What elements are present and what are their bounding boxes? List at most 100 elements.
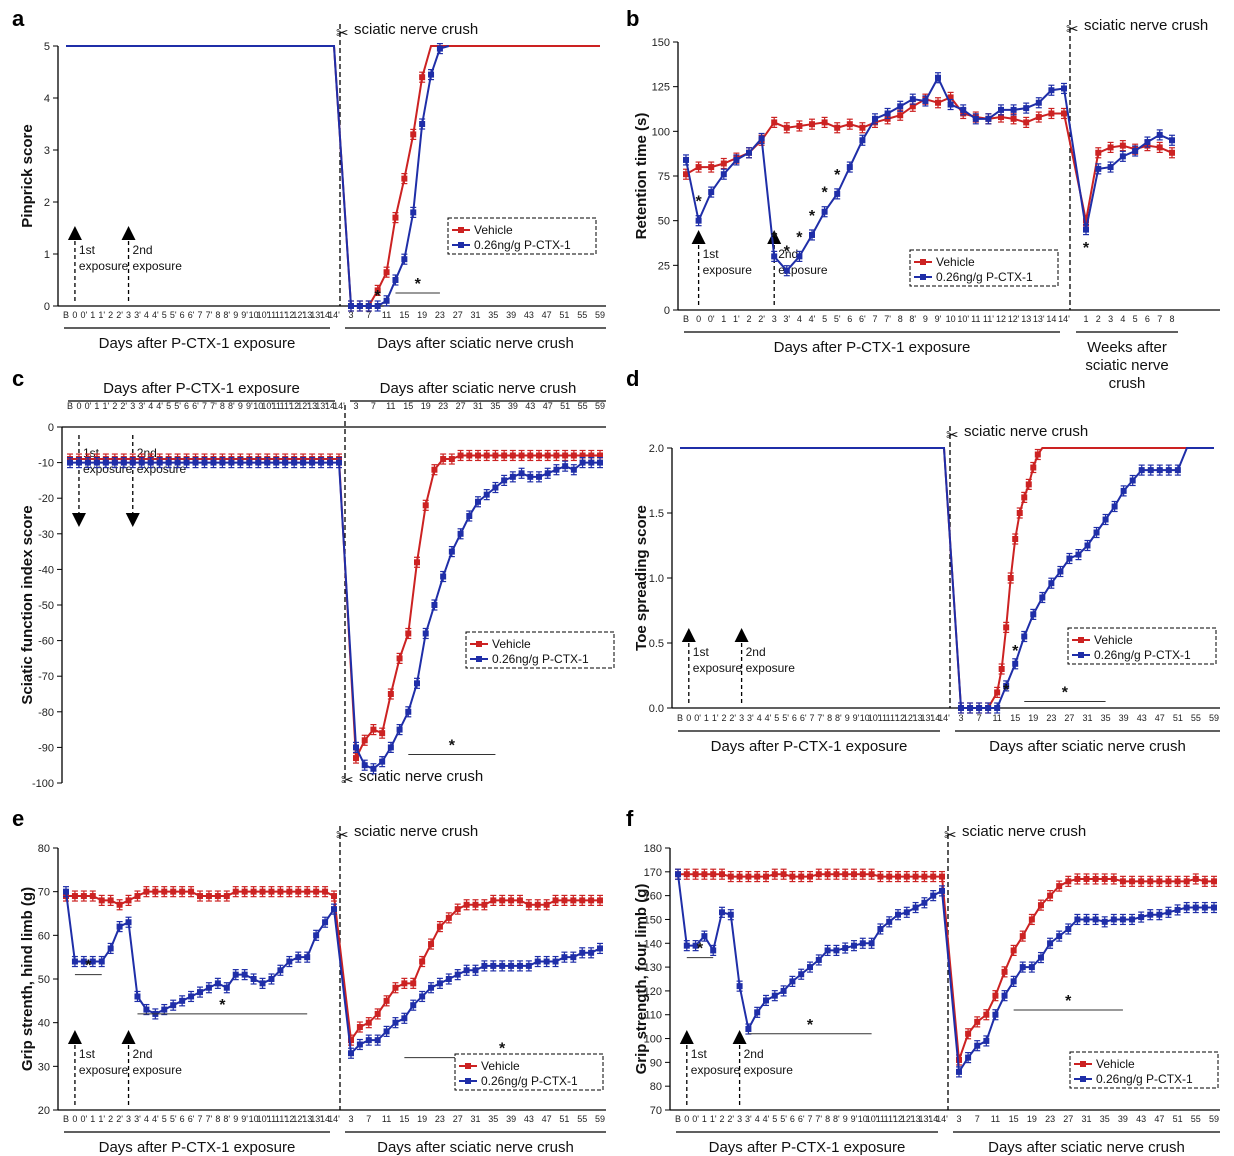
series-vehicle	[63, 886, 603, 1046]
x-tick-label: 2'	[727, 1114, 734, 1124]
data-point	[553, 452, 560, 459]
data-point	[71, 893, 78, 900]
y-tick-label: 50	[658, 216, 670, 228]
x-tick-label: 12'	[292, 1114, 304, 1124]
data-point	[410, 1002, 417, 1009]
data-point	[1023, 119, 1030, 126]
x-tick-label: 10	[253, 401, 263, 411]
data-point	[392, 214, 399, 221]
data-point	[518, 452, 525, 459]
significance-star: *	[219, 997, 226, 1014]
y-tick-label: 125	[652, 82, 670, 94]
x-tick-label: 14	[320, 1114, 330, 1124]
data-point	[708, 189, 715, 196]
exposure-label: exposure	[133, 259, 183, 273]
data-point	[102, 459, 109, 466]
data-point	[457, 452, 464, 459]
data-point	[588, 452, 595, 459]
data-point	[210, 459, 217, 466]
series-treated	[63, 886, 603, 1059]
data-point	[419, 958, 426, 965]
data-point	[1023, 105, 1030, 112]
y-tick-label: 150	[652, 37, 670, 49]
x-tick-label: 39	[1118, 1114, 1128, 1124]
x-tick-label: 11	[971, 314, 980, 324]
panel-label: c	[12, 366, 24, 391]
exposure-label: 2nd	[746, 645, 766, 659]
data-point	[1037, 954, 1044, 961]
data-point	[259, 888, 266, 895]
x-tick-label: 3	[348, 1114, 353, 1124]
data-point	[588, 949, 595, 956]
x-tick-label: 14'	[328, 1114, 340, 1124]
data-point	[552, 958, 559, 965]
x-tick-label: 27	[453, 310, 463, 320]
x-axis-title-exposure: Days after P-CTX-1 exposure	[774, 339, 971, 356]
x-tick-label: 5'	[170, 1114, 177, 1124]
x-tick-label: 13	[302, 1114, 312, 1124]
y-tick-label: 0	[44, 301, 50, 313]
data-point	[597, 945, 603, 952]
data-point	[1165, 909, 1172, 916]
data-point	[383, 297, 390, 304]
series-treated	[67, 457, 603, 775]
x-tick-label: 12'	[1008, 314, 1020, 324]
data-point	[300, 459, 307, 466]
legend-box	[447, 217, 597, 255]
exposure-label: exposure	[746, 661, 796, 675]
x-tick-label: 2'	[120, 401, 127, 411]
data-point	[116, 901, 123, 908]
significance-star: *	[695, 194, 702, 211]
data-point	[683, 942, 690, 949]
data-point	[798, 873, 805, 880]
x-tick-label: 23	[435, 310, 445, 320]
x-tick-label: 10'	[261, 401, 273, 411]
x-tick-label: 14	[320, 310, 330, 320]
significance-star: *	[1003, 682, 1010, 699]
x-tick-label: 7'	[210, 401, 217, 411]
x-tick-label: 43	[1137, 713, 1147, 723]
x-tick-label: 19	[1027, 1114, 1037, 1124]
data-point	[419, 993, 426, 1000]
x-tick-label: 3	[956, 1114, 961, 1124]
series-treated	[66, 42, 450, 312]
data-point	[733, 156, 740, 163]
data-point	[428, 941, 435, 948]
x-tick-label: 3	[958, 713, 963, 723]
x-tick-label: 14	[325, 401, 335, 411]
data-point	[374, 1037, 381, 1044]
data-point	[214, 980, 221, 987]
data-point	[754, 1009, 761, 1016]
data-point	[1030, 464, 1037, 471]
data-point	[1037, 902, 1044, 909]
data-point	[1110, 916, 1117, 923]
data-point	[67, 459, 73, 466]
x-tick-label: 8	[825, 1114, 830, 1124]
data-point	[544, 452, 551, 459]
data-point	[956, 1068, 962, 1075]
data-point	[356, 1024, 363, 1031]
x-tick-label: 1'	[712, 713, 719, 723]
x-tick-label: 12	[893, 1114, 903, 1124]
data-point	[392, 1019, 399, 1026]
x-tick-label: 51	[1173, 713, 1183, 723]
x-tick-label: 10'	[957, 314, 969, 324]
x-tick-label: 7	[197, 1114, 202, 1124]
data-point	[383, 1028, 390, 1035]
x-axis-title-crush: Days after sciatic nerve crush	[989, 738, 1186, 755]
x-tick-label: 10'	[866, 1114, 878, 1124]
data-point	[223, 984, 230, 991]
data-point	[998, 114, 1004, 121]
x-tick-label: 4'	[763, 1114, 770, 1124]
x-tick-label: 3	[126, 310, 131, 320]
y-tick-label: 30	[38, 1061, 50, 1073]
exposure-arrow-head	[679, 1030, 694, 1044]
x-tick-label: 12	[895, 713, 905, 723]
data-point	[1003, 624, 1010, 631]
data-point	[1174, 467, 1181, 474]
x-tick-label: 8'	[223, 310, 230, 320]
data-point	[1111, 503, 1118, 510]
